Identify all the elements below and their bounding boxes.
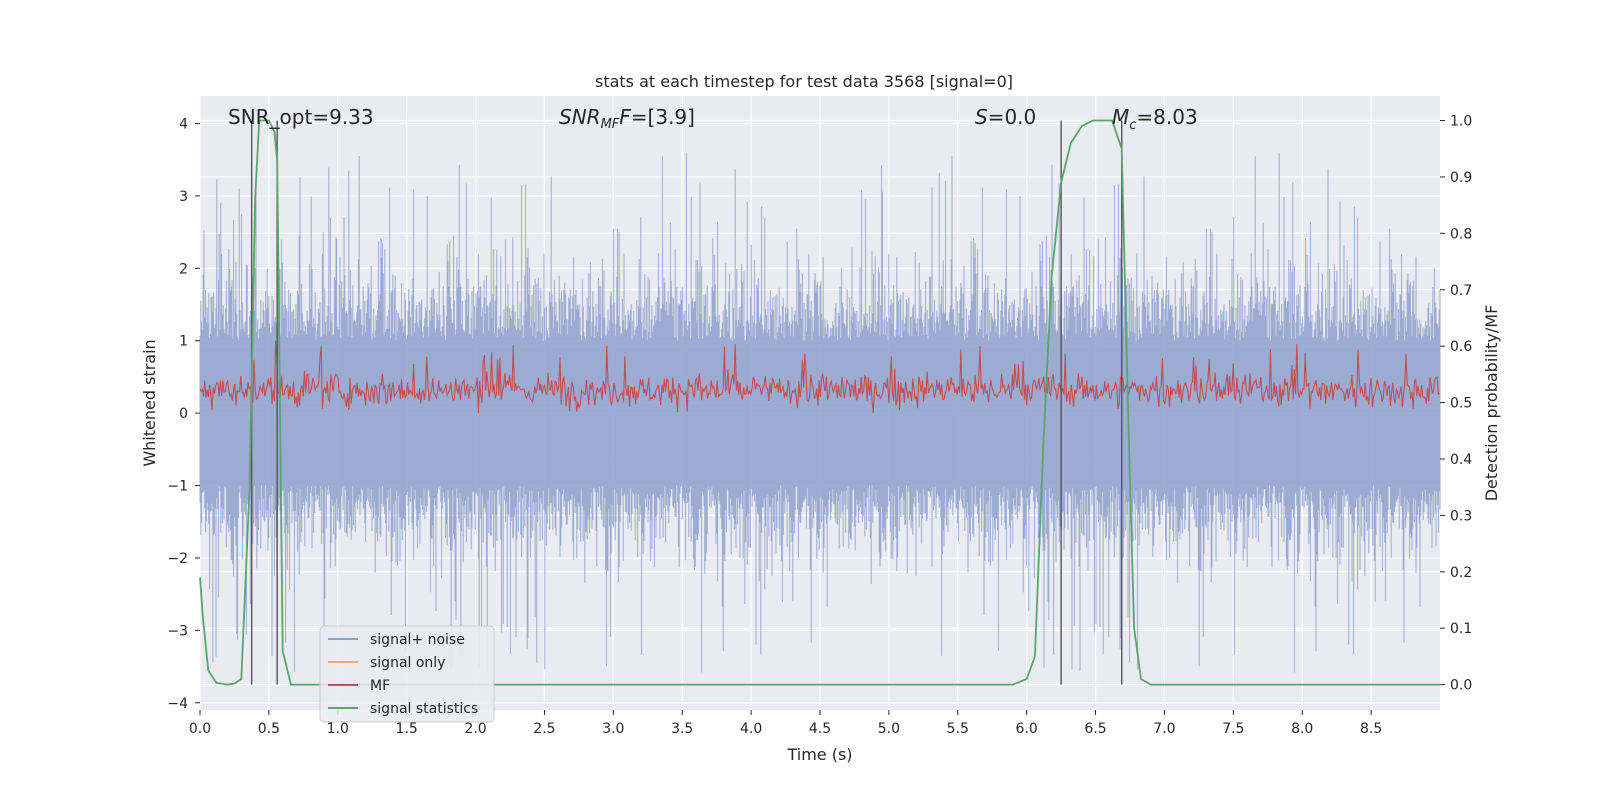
x-axis-ticks: 0.0 0.5 1.0 1.5 2.0 2.5 3.0 3.5 4.0 4.5 5.0 5.5 6.0 6… bbox=[189, 710, 1382, 737]
x-tick-label: 4.5 bbox=[809, 721, 831, 737]
legend-label-signal-only: signal only bbox=[370, 655, 445, 671]
y-right-tick-label: 0.5 bbox=[1450, 396, 1472, 412]
right-y-axis-label: Detection probability/MF bbox=[1482, 305, 1501, 502]
signal-statistics-line bbox=[199, 119, 1440, 686]
y-left-tick-label: 3 bbox=[179, 189, 188, 205]
legend-label-mf: MF bbox=[370, 678, 390, 694]
y-left-tick-label: 1 bbox=[179, 334, 188, 350]
y-right-tick-label: 0.4 bbox=[1450, 452, 1472, 468]
y-right-tick-label: 0.1 bbox=[1450, 621, 1472, 637]
right-y-axis-ticks: 0.0 0.1 0.2 0.3 0.4 0.5 0.6 0.7 0.8 0.9 1.0 bbox=[1440, 114, 1472, 694]
x-tick-label: 0.0 bbox=[189, 721, 211, 737]
y-right-tick-label: 0.0 bbox=[1450, 678, 1472, 694]
x-tick-label: 6.0 bbox=[1016, 721, 1038, 737]
y-left-tick-label: 4 bbox=[179, 117, 188, 133]
left-y-axis-label: Whitened strain bbox=[140, 339, 159, 466]
snr-mf-annotation: SNRMFF=[3.9] bbox=[559, 105, 695, 132]
x-axis-label: Time (s) bbox=[786, 745, 852, 764]
y-right-tick-label: 1.0 bbox=[1450, 114, 1472, 130]
x-tick-label: 4.0 bbox=[740, 721, 762, 737]
legend-label-signal-statistics: signal statistics bbox=[370, 701, 478, 717]
x-tick-label: 3.5 bbox=[671, 721, 693, 737]
x-tick-label: 5.5 bbox=[947, 721, 969, 737]
x-tick-label: 1.0 bbox=[327, 721, 349, 737]
x-tick-label: 8.0 bbox=[1291, 721, 1313, 737]
x-tick-label: 6.5 bbox=[1084, 721, 1106, 737]
left-y-axis-ticks: −4 −3 −2 −1 0 1 2 3 4 bbox=[167, 117, 200, 712]
x-tick-label: 3.0 bbox=[602, 721, 624, 737]
y-left-tick-label: −4 bbox=[167, 696, 188, 712]
snr-opt-annotation: SNR_opt=9.33 bbox=[228, 105, 374, 129]
y-left-tick-label: 2 bbox=[179, 261, 188, 277]
mf-line bbox=[199, 340, 1440, 414]
y-right-tick-label: 0.3 bbox=[1450, 508, 1472, 524]
y-right-tick-label: 0.9 bbox=[1450, 170, 1472, 186]
x-tick-label: 7.5 bbox=[1222, 721, 1244, 737]
x-tick-label: 2.0 bbox=[464, 721, 486, 737]
x-tick-label: 2.5 bbox=[533, 721, 555, 737]
y-left-tick-label: −1 bbox=[167, 479, 188, 495]
x-tick-label: 7.0 bbox=[1153, 721, 1175, 737]
y-right-tick-label: 0.7 bbox=[1450, 283, 1472, 299]
y-left-tick-label: −3 bbox=[167, 623, 188, 639]
legend: signal+ noise signal only MF signal stat… bbox=[319, 625, 495, 723]
s-annotation: S=0.0 bbox=[975, 105, 1036, 129]
x-tick-label: 5.0 bbox=[878, 721, 900, 737]
y-right-tick-label: 0.6 bbox=[1450, 339, 1472, 355]
x-tick-label: 8.5 bbox=[1360, 721, 1382, 737]
legend-box bbox=[319, 625, 495, 723]
y-left-tick-label: 0 bbox=[179, 406, 188, 422]
signal-statistics-series bbox=[199, 119, 1440, 686]
chart-title: stats at each timestep for test data 356… bbox=[595, 72, 1013, 91]
x-tick-label: 1.5 bbox=[396, 721, 418, 737]
y-right-tick-label: 0.2 bbox=[1450, 565, 1472, 581]
y-left-tick-label: −2 bbox=[167, 551, 188, 567]
x-tick-label: 0.5 bbox=[258, 721, 280, 737]
y-right-tick-label: 0.8 bbox=[1450, 226, 1472, 242]
mc-annotation: Mc=8.03 bbox=[1112, 105, 1198, 133]
legend-label-signal-noise: signal+ noise bbox=[370, 632, 465, 648]
mf-series bbox=[199, 340, 1440, 414]
